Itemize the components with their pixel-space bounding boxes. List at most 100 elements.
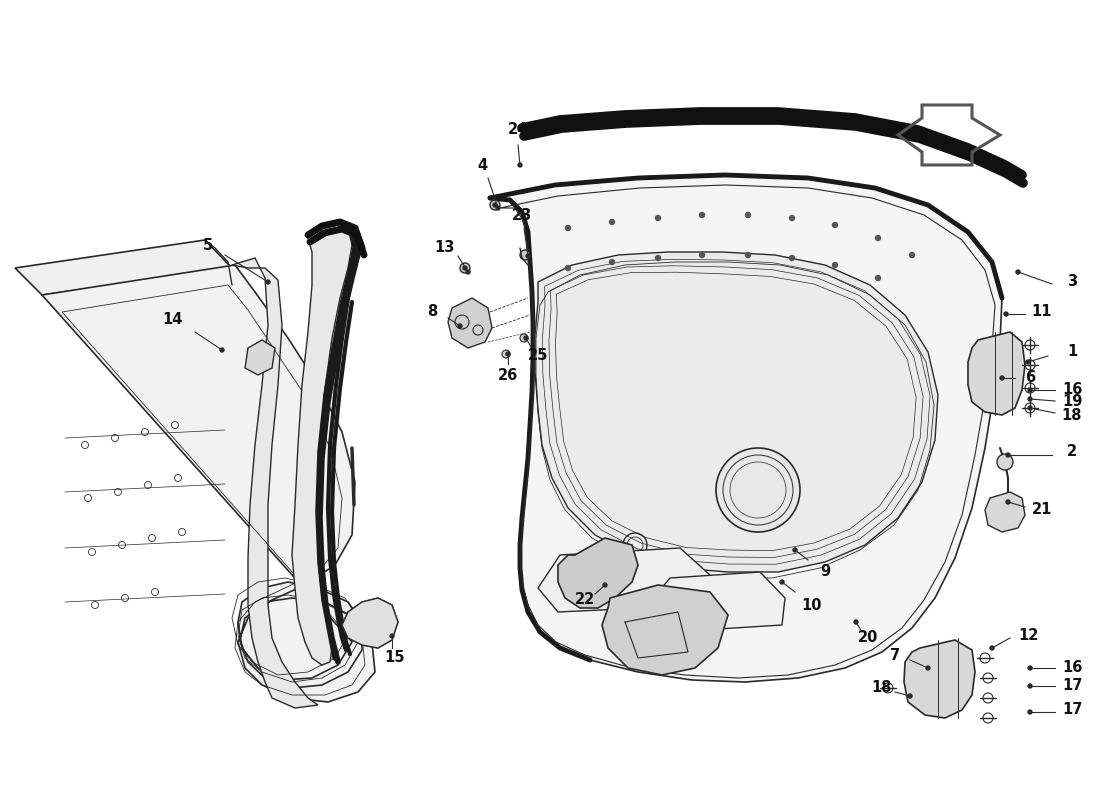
Text: 4: 4: [477, 158, 487, 173]
Circle shape: [1028, 388, 1032, 392]
Text: 12: 12: [1018, 627, 1038, 642]
Polygon shape: [645, 572, 785, 632]
Text: 23: 23: [512, 207, 532, 222]
Circle shape: [220, 348, 224, 352]
Text: 7: 7: [890, 647, 900, 662]
Text: 16: 16: [1062, 661, 1082, 675]
Circle shape: [603, 583, 607, 587]
Circle shape: [458, 324, 462, 328]
Circle shape: [1016, 270, 1020, 274]
Text: 10: 10: [802, 598, 823, 613]
Circle shape: [700, 253, 704, 258]
Circle shape: [565, 226, 571, 230]
Circle shape: [506, 352, 510, 356]
Circle shape: [490, 200, 500, 210]
Circle shape: [460, 263, 470, 273]
Text: 14: 14: [162, 313, 183, 327]
Circle shape: [520, 250, 530, 260]
Circle shape: [502, 350, 510, 358]
Circle shape: [266, 280, 270, 284]
Circle shape: [926, 666, 929, 670]
Circle shape: [700, 213, 704, 218]
Polygon shape: [448, 298, 492, 348]
Text: 22: 22: [575, 593, 595, 607]
Circle shape: [833, 222, 837, 227]
Polygon shape: [558, 538, 638, 608]
Text: 6: 6: [1025, 370, 1035, 386]
Polygon shape: [904, 640, 975, 718]
Circle shape: [1028, 710, 1032, 714]
Text: 17: 17: [1062, 702, 1082, 718]
Text: 3: 3: [1067, 274, 1077, 290]
Text: 24: 24: [508, 122, 528, 138]
Polygon shape: [232, 258, 318, 708]
Circle shape: [526, 254, 530, 258]
Polygon shape: [535, 252, 938, 572]
Text: 20: 20: [858, 630, 878, 646]
Polygon shape: [292, 222, 352, 665]
Text: 17: 17: [1062, 678, 1082, 693]
Circle shape: [1028, 406, 1032, 410]
Polygon shape: [245, 340, 275, 375]
Text: 16: 16: [1062, 382, 1082, 398]
Circle shape: [990, 646, 994, 650]
Circle shape: [656, 255, 660, 261]
Circle shape: [1028, 684, 1032, 688]
Text: 1: 1: [1067, 345, 1077, 359]
Circle shape: [390, 634, 394, 638]
Text: 18: 18: [871, 681, 892, 695]
Text: 9: 9: [820, 565, 830, 579]
Text: 19: 19: [1062, 394, 1082, 410]
Text: 13: 13: [434, 241, 455, 255]
Circle shape: [876, 275, 880, 281]
Text: 2: 2: [1067, 445, 1077, 459]
Circle shape: [876, 235, 880, 241]
Polygon shape: [490, 175, 1002, 682]
Circle shape: [910, 253, 914, 258]
Text: 15: 15: [385, 650, 405, 666]
Circle shape: [1028, 666, 1032, 670]
Circle shape: [1006, 500, 1010, 504]
Polygon shape: [15, 240, 232, 295]
Circle shape: [656, 215, 660, 221]
Circle shape: [463, 266, 467, 270]
Circle shape: [1028, 397, 1032, 401]
Text: 11: 11: [1032, 305, 1053, 319]
Circle shape: [609, 259, 615, 265]
Polygon shape: [602, 585, 728, 675]
Circle shape: [833, 262, 837, 267]
Circle shape: [746, 213, 750, 218]
Circle shape: [1026, 360, 1030, 364]
Circle shape: [609, 219, 615, 225]
Text: 26: 26: [498, 367, 518, 382]
Polygon shape: [538, 548, 710, 612]
Circle shape: [565, 266, 571, 270]
Polygon shape: [342, 598, 398, 648]
Circle shape: [1006, 453, 1010, 457]
Circle shape: [466, 270, 470, 274]
Circle shape: [496, 206, 500, 210]
Circle shape: [1004, 312, 1008, 316]
Circle shape: [1000, 376, 1004, 380]
Circle shape: [716, 448, 800, 532]
Polygon shape: [968, 332, 1025, 415]
Text: 21: 21: [1032, 502, 1053, 518]
Circle shape: [746, 253, 750, 258]
Circle shape: [997, 454, 1013, 470]
Circle shape: [790, 215, 794, 221]
Text: 18: 18: [1062, 407, 1082, 422]
Circle shape: [518, 163, 522, 167]
Circle shape: [780, 580, 784, 584]
Polygon shape: [42, 265, 375, 702]
Circle shape: [854, 620, 858, 624]
Circle shape: [493, 203, 497, 207]
Text: 5: 5: [202, 238, 213, 253]
Polygon shape: [984, 492, 1025, 532]
Circle shape: [790, 255, 794, 261]
Circle shape: [520, 334, 528, 342]
Circle shape: [793, 548, 798, 552]
Text: 25: 25: [528, 347, 548, 362]
Circle shape: [524, 336, 528, 340]
Text: 8: 8: [427, 305, 437, 319]
Circle shape: [908, 694, 912, 698]
